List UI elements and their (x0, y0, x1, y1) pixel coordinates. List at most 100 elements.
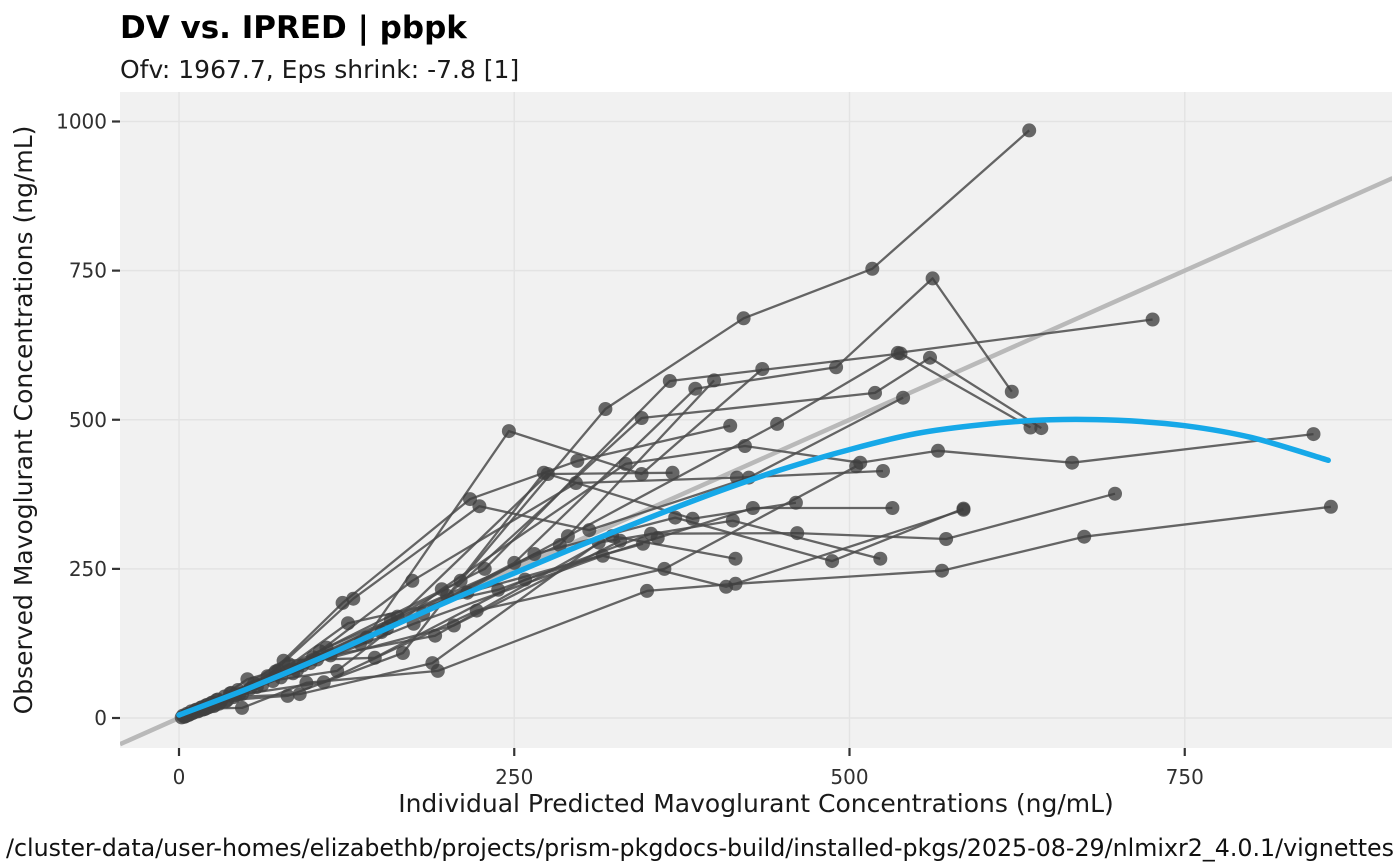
data-point (1022, 123, 1037, 138)
data-point (469, 603, 484, 618)
data-point (688, 381, 703, 396)
data-point (430, 663, 445, 678)
y-tick-label-1000: 1000 (56, 110, 107, 134)
data-point (865, 261, 880, 276)
data-point (1306, 427, 1321, 442)
data-point (405, 573, 420, 588)
y-axis-title: Observed Mavoglurant Concentrations (ng/… (9, 126, 38, 715)
data-point (737, 439, 752, 453)
data-point (849, 459, 864, 474)
data-point (1323, 499, 1338, 514)
data-point (240, 672, 255, 687)
data-point (367, 650, 382, 665)
data-point (829, 360, 844, 375)
data-point (280, 688, 295, 703)
x-tick-label-500: 500 (830, 765, 868, 789)
data-point (728, 576, 743, 591)
data-point (335, 595, 350, 610)
data-point (428, 628, 443, 643)
data-point (893, 346, 908, 361)
data-point (341, 616, 355, 631)
data-point (1023, 420, 1038, 435)
y-tick-label-750: 750 (69, 259, 107, 283)
data-point (477, 561, 492, 576)
data-layers (120, 123, 1392, 747)
data-point (636, 536, 650, 551)
data-point (770, 416, 785, 431)
data-point (613, 533, 628, 548)
data-point (640, 583, 654, 598)
x-tick-label-0: 0 (173, 765, 186, 789)
plot-subtitle: Ofv: 1967.7, Eps shrink: -7.8 [1] (120, 55, 519, 84)
data-point (560, 529, 575, 544)
data-point (935, 563, 949, 578)
data-point (518, 572, 532, 587)
data-point (595, 548, 610, 563)
data-point (582, 523, 597, 538)
data-point (685, 511, 700, 526)
data-point (491, 582, 506, 597)
data-point (931, 443, 945, 458)
data-point (598, 402, 613, 416)
footer-path: /cluster-data/user-homes/elizabethb/proj… (6, 834, 1394, 862)
data-point (501, 424, 516, 439)
data-point (723, 418, 738, 433)
data-point (618, 456, 633, 471)
data-point (725, 513, 740, 528)
data-point (235, 700, 249, 715)
y-tick-label-250: 250 (69, 557, 107, 581)
data-point (299, 675, 314, 690)
data-point (650, 530, 665, 545)
plot-title: DV vs. IPRED | pbpk (120, 10, 468, 46)
data-point (885, 501, 900, 515)
data-point (790, 526, 805, 541)
data-point (446, 618, 461, 633)
smooth-line (176, 416, 1331, 718)
data-point (634, 467, 649, 481)
data-point (925, 271, 940, 286)
data-point (540, 467, 555, 481)
data-point (453, 573, 468, 588)
data-point (570, 453, 585, 468)
data-point (472, 499, 487, 514)
data-point (552, 538, 567, 552)
data-point (1004, 384, 1019, 399)
data-point (868, 385, 882, 400)
y-tick-label-0: 0 (94, 706, 107, 730)
data-point (873, 551, 888, 566)
data-point (434, 582, 449, 597)
data-point (923, 350, 937, 365)
data-point (1077, 529, 1092, 544)
data-point (330, 663, 345, 678)
data-point (665, 465, 680, 480)
data-point (1108, 486, 1122, 501)
data-point (755, 362, 770, 376)
data-point (316, 675, 331, 690)
data-point (568, 476, 583, 490)
chart-layers: 0 250 500 750 0 250 500 750 1000 (56, 92, 1392, 789)
data-point (939, 532, 954, 546)
y-tick-label-500: 500 (69, 408, 107, 432)
data-point (668, 510, 683, 525)
data-point (507, 555, 522, 570)
data-point (395, 646, 410, 660)
data-point (707, 373, 722, 388)
data-point (1065, 455, 1080, 470)
data-point (346, 591, 361, 606)
data-point (292, 687, 307, 702)
data-point (1034, 421, 1049, 436)
data-point (527, 547, 542, 561)
data-point (745, 501, 760, 515)
data-point (634, 411, 649, 425)
x-tick-label-250: 250 (495, 765, 533, 789)
data-point (788, 495, 803, 510)
data-point (825, 554, 840, 569)
data-point (896, 390, 911, 405)
x-axis-title: Individual Predicted Mavoglurant Concent… (398, 789, 1114, 818)
data-point (876, 464, 890, 478)
data-point (728, 551, 743, 566)
data-point (1145, 312, 1160, 327)
data-point (736, 311, 751, 326)
